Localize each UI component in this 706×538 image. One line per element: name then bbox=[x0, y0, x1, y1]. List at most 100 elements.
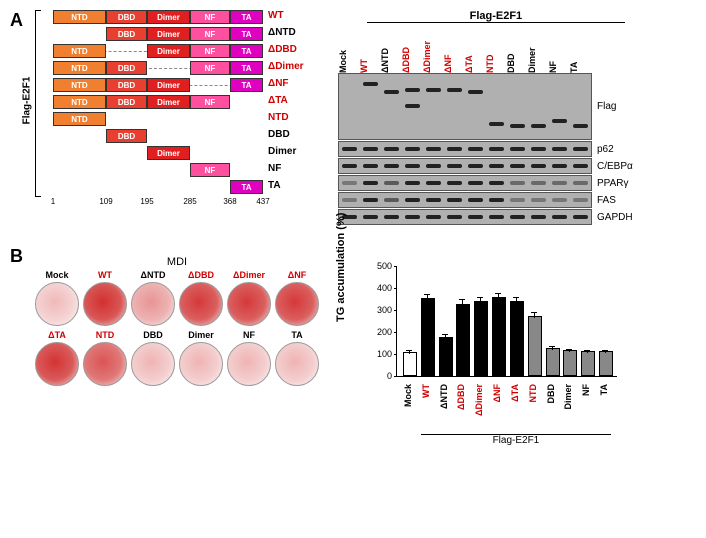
domain-box: Dimer bbox=[147, 95, 190, 109]
y-tick: 100 bbox=[367, 349, 392, 359]
domain-box: TA bbox=[230, 10, 263, 24]
panel-b-label: B bbox=[10, 246, 23, 267]
y-tick: 0 bbox=[367, 371, 392, 381]
chart-bar bbox=[528, 316, 542, 376]
mdi-label: MDI bbox=[33, 256, 321, 268]
domain-box: NTD bbox=[53, 112, 106, 126]
well-dish bbox=[227, 342, 271, 386]
blot-name: C/EBPα bbox=[597, 161, 633, 172]
well-label: Dimer bbox=[177, 330, 225, 342]
lane-label: ΔNF bbox=[443, 25, 464, 73]
scale-tick: 437 bbox=[253, 197, 273, 206]
construct-row: NTDDBDNFTAΔDimer bbox=[53, 61, 313, 76]
panel-a: A Flag-E2F1 NTDDBDDimerNFTAWTDBDDimerNFT… bbox=[10, 10, 696, 226]
well-dish bbox=[131, 342, 175, 386]
chart-bar bbox=[421, 298, 435, 376]
domain-box: NF bbox=[190, 95, 230, 109]
blot-strip: GAPDH bbox=[338, 209, 633, 225]
construct-label: WT bbox=[268, 10, 284, 21]
panel-a-label: A bbox=[10, 10, 23, 31]
construct-label: ΔNTD bbox=[268, 27, 296, 38]
domain-box: NTD bbox=[53, 78, 106, 92]
well-label: Mock bbox=[33, 270, 81, 282]
lane-label: ΔDBD bbox=[401, 25, 422, 73]
x-label: ΔTA bbox=[510, 384, 520, 402]
panel-b: B MDI MockWTΔNTDΔDBDΔDimerΔNFΔTANTDDBDDi… bbox=[10, 246, 696, 451]
chart-bar bbox=[563, 350, 577, 376]
lane-label: Dimer bbox=[527, 25, 548, 73]
domain-box: DBD bbox=[106, 78, 147, 92]
x-label: DBD bbox=[546, 384, 556, 404]
domain-box: Dimer bbox=[147, 146, 190, 160]
blot-strip: Flag bbox=[338, 73, 633, 140]
well-label: ΔDBD bbox=[177, 270, 225, 282]
bar-chart: TG accumulation (%) 0100200300400500Mock… bbox=[351, 261, 631, 451]
x-label: ΔDBD bbox=[456, 384, 466, 410]
well-label: ΔDimer bbox=[225, 270, 273, 282]
x-label: NTD bbox=[528, 384, 538, 403]
x-label: ΔNTD bbox=[439, 384, 449, 409]
x-label: ΔNF bbox=[492, 384, 502, 402]
bracket bbox=[35, 10, 41, 197]
construct-row: NTDDBDDimerNFΔTA bbox=[53, 95, 313, 110]
construct-label: NTD bbox=[268, 112, 289, 123]
x-label: ΔDimer bbox=[474, 384, 484, 416]
domain-box: TA bbox=[230, 61, 263, 75]
construct-label: ΔDBD bbox=[268, 44, 297, 55]
blot-name: PPARγ bbox=[597, 178, 629, 189]
well-label: DBD bbox=[129, 330, 177, 342]
lane-label: TA bbox=[569, 25, 590, 73]
construct-label: ΔTA bbox=[268, 95, 288, 106]
well-label: TA bbox=[273, 330, 321, 342]
chart-bar bbox=[492, 297, 506, 376]
scale-tick: 195 bbox=[137, 197, 157, 206]
domain-box: DBD bbox=[106, 129, 147, 143]
lane-labels: MockWTΔNTDΔDBDΔDimerΔNFΔTANTDDBDDimerNFT… bbox=[338, 25, 633, 73]
construct-row: DBDDimerNFTAΔNTD bbox=[53, 27, 313, 42]
y-tick: 500 bbox=[367, 261, 392, 271]
blot-name: GAPDH bbox=[597, 212, 633, 223]
x-label: Mock bbox=[403, 384, 413, 407]
chart-bar bbox=[456, 304, 470, 376]
blot-name: Flag bbox=[597, 101, 616, 112]
chart-bar bbox=[439, 337, 453, 376]
construct-row: DBD DBD bbox=[53, 129, 313, 144]
domain-box: Dimer bbox=[147, 10, 190, 24]
well-label: ΔNTD bbox=[129, 270, 177, 282]
well-dish bbox=[227, 282, 271, 326]
domain-box: Dimer bbox=[147, 27, 190, 41]
well-label: ΔTA bbox=[33, 330, 81, 342]
well-dish bbox=[35, 342, 79, 386]
domain-box: DBD bbox=[106, 61, 147, 75]
well-label: NTD bbox=[81, 330, 129, 342]
chart-bar bbox=[474, 301, 488, 376]
domain-box: TA bbox=[230, 78, 263, 92]
y-tick: 300 bbox=[367, 305, 392, 315]
chart-bar bbox=[599, 351, 613, 376]
domain-box: NTD bbox=[53, 44, 106, 58]
oil-red-o-wells: MDI MockWTΔNTDΔDBDΔDimerΔNFΔTANTDDBDDime… bbox=[33, 256, 321, 390]
blot-name: p62 bbox=[597, 144, 614, 155]
well-dish bbox=[179, 282, 223, 326]
blot-name: FAS bbox=[597, 195, 616, 206]
construct-row: NTDDBDDimerNFTAWT bbox=[53, 10, 313, 25]
lane-label: NTD bbox=[485, 25, 506, 73]
well-dish bbox=[179, 342, 223, 386]
scale-tick: 109 bbox=[96, 197, 116, 206]
domain-box: NTD bbox=[53, 95, 106, 109]
construct-label: TA bbox=[268, 180, 281, 191]
chart-bar bbox=[510, 301, 524, 376]
side-label: Flag-E2F1 bbox=[21, 77, 32, 125]
domain-box: DBD bbox=[106, 27, 147, 41]
lane-label: NF bbox=[548, 25, 569, 73]
well-dish bbox=[275, 282, 319, 326]
construct-label: DBD bbox=[268, 129, 290, 140]
blot-strip: p62 bbox=[338, 141, 633, 157]
scale-tick: 368 bbox=[220, 197, 240, 206]
domain-box: TA bbox=[230, 44, 263, 58]
construct-label: NF bbox=[268, 163, 281, 174]
construct-label: ΔNF bbox=[268, 78, 289, 89]
y-tick: 200 bbox=[367, 327, 392, 337]
domain-box: NF bbox=[190, 163, 230, 177]
y-axis-label: TG accumulation (%) bbox=[335, 213, 347, 322]
